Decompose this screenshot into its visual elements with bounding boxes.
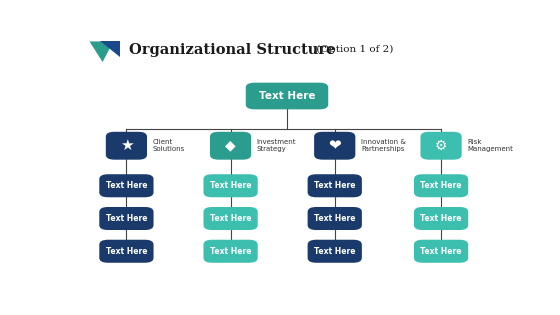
Text: Text Here: Text Here	[421, 247, 462, 256]
Text: ⚙: ⚙	[435, 139, 447, 153]
Text: Risk
Management: Risk Management	[468, 139, 513, 152]
Text: ◆: ◆	[225, 139, 236, 153]
Text: Text Here: Text Here	[421, 214, 462, 223]
Text: Text Here: Text Here	[106, 181, 147, 190]
FancyBboxPatch shape	[99, 240, 153, 263]
FancyBboxPatch shape	[307, 174, 362, 197]
FancyBboxPatch shape	[210, 132, 251, 160]
Text: Text Here: Text Here	[421, 181, 462, 190]
Text: Text Here: Text Here	[210, 247, 251, 256]
Text: ★: ★	[120, 138, 133, 153]
FancyBboxPatch shape	[307, 240, 362, 263]
Text: Text Here: Text Here	[106, 247, 147, 256]
FancyBboxPatch shape	[414, 240, 468, 263]
Text: Investment
Strategy: Investment Strategy	[257, 139, 296, 152]
Text: Organizational Structure: Organizational Structure	[129, 43, 335, 57]
FancyBboxPatch shape	[203, 174, 258, 197]
Text: Client
Solutions: Client Solutions	[153, 139, 185, 152]
Polygon shape	[90, 42, 113, 62]
Text: Text Here: Text Here	[314, 181, 356, 190]
FancyBboxPatch shape	[203, 207, 258, 230]
Text: (Option 1 of 2): (Option 1 of 2)	[313, 45, 394, 54]
FancyBboxPatch shape	[421, 132, 461, 160]
FancyBboxPatch shape	[106, 132, 147, 160]
FancyBboxPatch shape	[246, 83, 328, 109]
Text: Text Here: Text Here	[106, 214, 147, 223]
Text: ❤: ❤	[328, 138, 341, 153]
Text: Text Here: Text Here	[210, 214, 251, 223]
FancyBboxPatch shape	[203, 240, 258, 263]
Text: Text Here: Text Here	[259, 91, 315, 101]
Text: Text Here: Text Here	[314, 247, 356, 256]
Polygon shape	[100, 42, 120, 57]
FancyBboxPatch shape	[307, 207, 362, 230]
Text: Innovation &
Partnerships: Innovation & Partnerships	[361, 139, 406, 152]
Text: Text Here: Text Here	[210, 181, 251, 190]
Text: Text Here: Text Here	[314, 214, 356, 223]
FancyBboxPatch shape	[314, 132, 356, 160]
FancyBboxPatch shape	[414, 207, 468, 230]
FancyBboxPatch shape	[99, 174, 153, 197]
FancyBboxPatch shape	[99, 207, 153, 230]
FancyBboxPatch shape	[414, 174, 468, 197]
